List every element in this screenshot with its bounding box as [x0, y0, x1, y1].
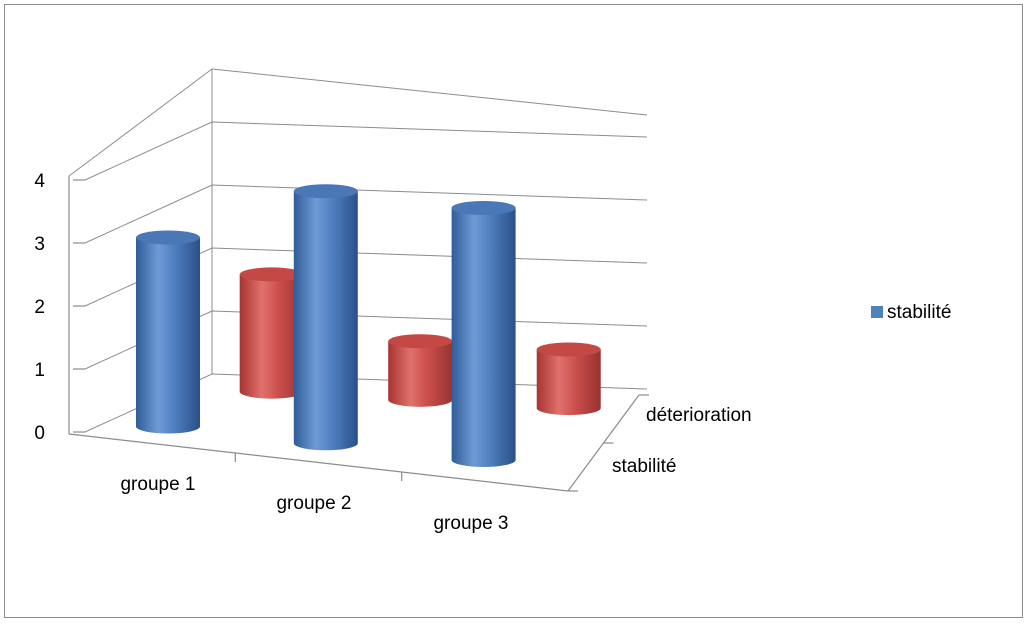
bar-stabilité-groupe 2: [293, 184, 358, 451]
bar-top: [536, 342, 601, 357]
y-tick-label: 3: [34, 234, 45, 255]
legend-label: stabilité: [887, 302, 951, 323]
bar-déterioration-groupe 2: [388, 334, 453, 407]
bar-body: [239, 274, 304, 399]
back-top-line: [211, 68, 648, 116]
bar-déterioration-groupe 1: [239, 267, 304, 399]
y-tick-label: 4: [34, 171, 45, 192]
series-axis-label: stabilité: [612, 456, 676, 477]
bar-top: [135, 230, 200, 245]
gridline-4: [84, 121, 648, 181]
y-tick-label: 1: [34, 360, 45, 381]
side-top-line: [68, 68, 213, 177]
bar-top: [451, 200, 516, 215]
bar-top: [239, 267, 304, 282]
category-labels: groupe 1 groupe 2 groupe 3: [120, 474, 508, 534]
y-axis-ticks: 0 1 2 3 4: [34, 171, 85, 444]
bar-stabilité-groupe 3: [451, 200, 516, 467]
bar-body: [451, 207, 516, 467]
bar-déterioration-groupe 3: [536, 342, 601, 416]
y-tick-label: 0: [34, 423, 45, 444]
bar-body: [388, 341, 453, 407]
bar-body: [135, 237, 200, 434]
category-label: groupe 3: [433, 513, 508, 534]
bar-top: [293, 184, 358, 199]
bar-top: [388, 334, 453, 349]
bar-body: [536, 349, 601, 416]
category-label: groupe 1: [120, 474, 195, 495]
series-axis-label: déterioration: [646, 405, 752, 426]
y-tick-label: 2: [34, 297, 45, 318]
category-label: groupe 2: [276, 493, 351, 514]
bar-group: [135, 184, 601, 467]
depth-axis-labels: stabilité déterioration: [612, 405, 752, 477]
bar-stabilité-groupe 1: [135, 230, 200, 434]
x-axis-line: [68, 433, 569, 492]
legend: stabilité: [871, 302, 951, 323]
legend-swatch: [871, 306, 883, 318]
bar-body: [293, 191, 358, 451]
